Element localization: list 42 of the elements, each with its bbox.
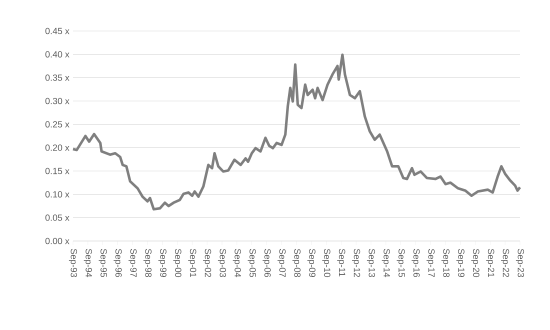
x-tick-label: Sep-19 — [456, 248, 464, 278]
x-tick-label: Sep-96 — [114, 248, 122, 278]
y-tick-label: 0.30 x — [45, 98, 70, 104]
y-tick-label: 0.45 x — [45, 28, 70, 34]
x-tick-label: Sep-94 — [84, 248, 92, 278]
x-tick-label: Sep-18 — [441, 248, 450, 278]
x-tick-label: Sep-03 — [218, 248, 226, 278]
x-tick-label: Sep-06 — [262, 248, 271, 278]
y-tick-label: 0.40 x — [45, 51, 70, 58]
x-tick-label: Sep-22 — [501, 248, 510, 277]
x-tick-label: Sep-13 — [366, 248, 376, 278]
x-tick-label: Sep-10 — [322, 248, 330, 278]
x-tick-label: Sep-17 — [426, 248, 435, 277]
x-tick-label: Sep-15 — [396, 248, 405, 278]
x-tick-label: Sep-20 — [471, 248, 480, 278]
y-tick-label: 0.35 x — [45, 74, 70, 81]
x-tick-label: Sep-93 — [68, 248, 78, 278]
x-tick-label: Sep-12 — [352, 248, 360, 277]
x-tick-label: Sep-98 — [143, 248, 152, 278]
x-tick-label: Sep-04 — [232, 248, 241, 278]
y-tick-label: 0.20 x — [45, 144, 70, 151]
x-tick-label: Sep-09 — [307, 248, 316, 278]
x-tick-label: Sep-11 — [337, 248, 346, 276]
x-tick-label: Sep-97 — [128, 248, 137, 277]
line-series — [72, 54, 522, 211]
x-tick-label: Sep-05 — [248, 248, 256, 278]
x-tick-label: Sep-14 — [382, 248, 390, 278]
x-tick-label: Sep-02 — [203, 248, 212, 277]
x-tick-label: Sep-01 — [188, 248, 196, 277]
x-tick-label: Sep-23 — [516, 248, 524, 278]
x-tick-label: Sep-07 — [278, 248, 286, 277]
x-tick-label: Sep-16 — [412, 248, 420, 278]
y-tick-label: 0.00 x — [45, 238, 70, 244]
x-tick-label: Sep-21 — [486, 248, 494, 277]
y-tick-label: 0.05 x — [45, 214, 70, 221]
y-tick-label: 0.10 x — [45, 191, 70, 198]
x-tick-label: Sep-99 — [158, 248, 166, 278]
x-tick-label: Sep-08 — [292, 248, 301, 278]
y-tick-label: 0.25 x — [45, 121, 70, 128]
y-tick-label: 0.15 x — [45, 168, 70, 174]
x-tick-label: Sep-95 — [98, 248, 107, 278]
x-tick-label: Sep-00 — [173, 248, 182, 278]
